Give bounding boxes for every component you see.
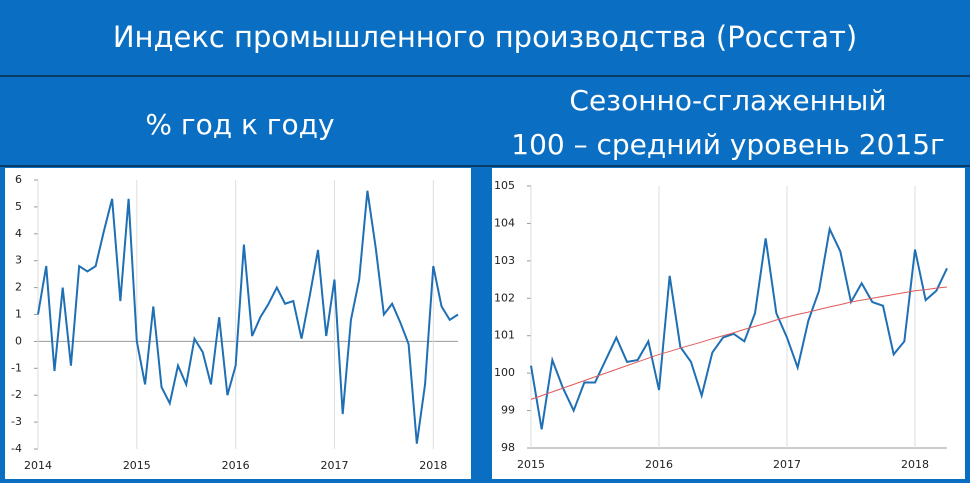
x-tick-label: 2018 <box>901 458 929 471</box>
y-tick-label: 0 <box>15 334 22 347</box>
y-tick-label: 101 <box>494 329 515 342</box>
chart-title: Сезонно-сглаженный <box>569 84 886 117</box>
y-tick-label: 2 <box>15 281 22 294</box>
y-tick-label: 102 <box>494 291 515 304</box>
y-tick-label: 1 <box>15 308 22 321</box>
y-tick-label: 98 <box>501 441 515 454</box>
y-tick-label: 5 <box>15 200 22 213</box>
chart-subtitle: 100 – средний уровень 2015г <box>511 128 944 161</box>
y-tick-label: 3 <box>15 254 22 267</box>
y-tick-label: 103 <box>494 254 515 267</box>
y-tick-label: 6 <box>15 173 22 186</box>
series-line <box>530 286 948 400</box>
slide-title: Индекс промышленного производства (Росст… <box>113 20 857 54</box>
chart-title: % год к году <box>145 108 334 141</box>
series-line <box>530 225 948 430</box>
x-tick-label: 2017 <box>320 459 348 472</box>
y-tick-label: 99 <box>501 404 515 417</box>
y-tick-label: -1 <box>11 361 22 374</box>
y-tick-label: -3 <box>11 415 22 428</box>
y-tick-label: 100 <box>494 366 515 379</box>
x-tick-label: 2016 <box>222 459 250 472</box>
x-tick-label: 2017 <box>773 458 801 471</box>
x-tick-label: 2015 <box>517 458 545 471</box>
y-tick-label: 104 <box>494 216 515 229</box>
chart-panel <box>492 168 965 479</box>
y-tick-label: -2 <box>11 388 22 401</box>
y-tick-label: -4 <box>11 442 22 455</box>
x-tick-label: 2018 <box>419 459 447 472</box>
y-tick-label: 4 <box>15 227 22 240</box>
x-tick-label: 2015 <box>123 459 151 472</box>
series-line <box>37 190 459 444</box>
x-tick-label: 2014 <box>24 459 52 472</box>
y-tick-label: 105 <box>494 179 515 192</box>
x-tick-label: 2016 <box>645 458 673 471</box>
